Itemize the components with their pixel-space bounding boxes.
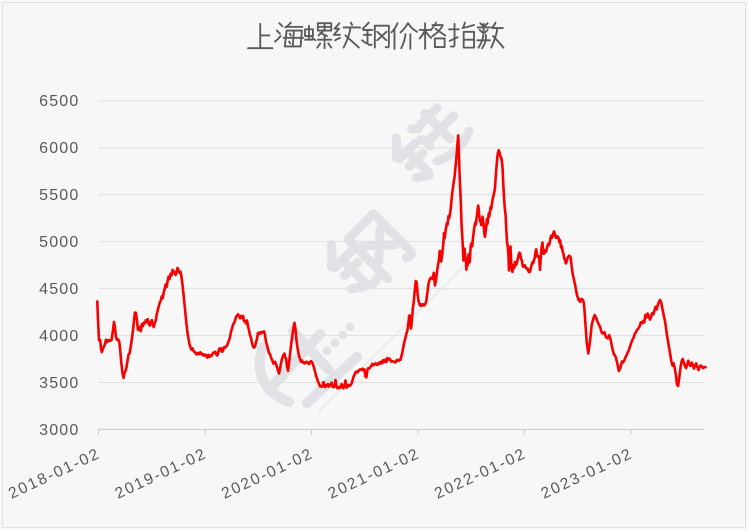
svg-text:4500: 4500 (39, 281, 79, 298)
svg-text:5000: 5000 (39, 234, 79, 251)
svg-text:6500: 6500 (39, 93, 79, 110)
svg-text:3000: 3000 (39, 422, 79, 439)
svg-text:5500: 5500 (39, 187, 79, 204)
svg-text:6000: 6000 (39, 140, 79, 157)
svg-text:3500: 3500 (39, 375, 79, 392)
svg-text:4000: 4000 (39, 328, 79, 345)
